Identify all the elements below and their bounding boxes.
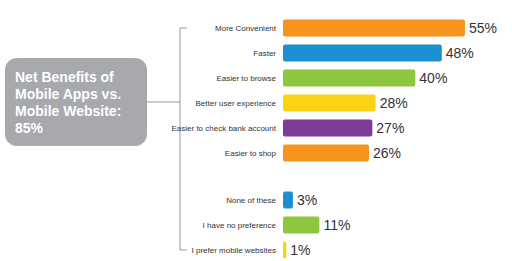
title-box [5,58,147,146]
category-label: Faster [253,49,276,58]
bar [283,20,465,37]
category-label: Easier to check bank account [171,124,276,133]
data-label: 55% [469,20,497,36]
bracket-line [180,28,181,250]
data-label: 26% [373,145,401,161]
title-line: Net Benefits of [15,69,114,85]
bar [283,120,372,137]
data-label: 3% [297,192,317,208]
data-label: 40% [419,70,447,86]
category-label: Easier to shop [225,149,277,158]
bar [283,45,442,62]
bracket-tick [180,250,187,251]
data-label: 28% [380,95,408,111]
page: {"chart_data": {"type": "bar", "orientat… [0,0,512,261]
data-label: 27% [376,120,404,136]
data-label: 11% [323,217,350,233]
bracket-connector [147,102,180,103]
bars [283,20,465,259]
bracket [147,28,187,250]
category-label: Easier to browse [216,74,276,83]
data-labels: 55% 48% 40% 28% 27% 26% 3% 11% 1% [290,20,497,258]
category-label: I have no preference [203,221,277,230]
title: Net Benefits ofMobile Apps vs.Mobile Web… [15,69,121,136]
bar [283,242,286,259]
bar [283,145,369,162]
category-label: None of these [226,196,276,205]
bracket-tick [180,28,187,29]
bar [283,95,376,112]
category-labels: More Convenient Faster Easier to browse Bet… [171,24,276,255]
data-label: 1% [290,242,310,258]
data-label: 48% [446,45,474,61]
bar [283,70,415,87]
category-label: More Convenient [215,24,277,33]
title-line: Mobile Apps vs. [15,86,121,102]
category-label: Better user experience [196,99,277,108]
title-line: Mobile Website: [15,103,121,119]
chart: Net Benefits ofMobile Apps vs.Mobile Web… [0,0,512,261]
bar [283,192,293,209]
bar [283,217,319,234]
title-line: 85% [15,120,44,136]
category-label: I prefer mobile websites [192,246,276,255]
